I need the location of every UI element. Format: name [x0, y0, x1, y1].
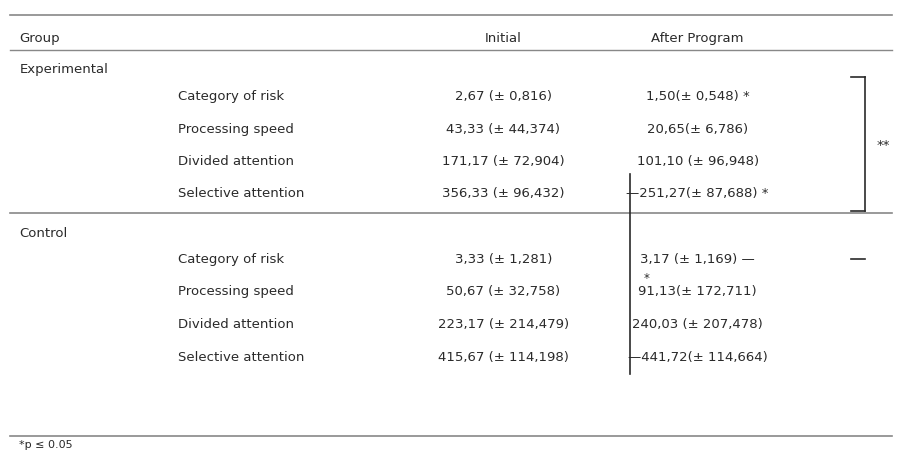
Text: *: * [643, 271, 649, 284]
Text: Processing speed: Processing speed [178, 285, 294, 298]
Text: 50,67 (± 32,758): 50,67 (± 32,758) [446, 285, 561, 298]
Text: 3,33 (± 1,281): 3,33 (± 1,281) [454, 253, 552, 266]
Text: Group: Group [19, 32, 60, 45]
Text: Divided attention: Divided attention [178, 317, 294, 330]
Text: 3,17 (± 1,169) —: 3,17 (± 1,169) — [640, 253, 755, 266]
Text: 101,10 (± 96,948): 101,10 (± 96,948) [637, 155, 758, 168]
Text: 240,03 (± 207,478): 240,03 (± 207,478) [632, 317, 763, 330]
Text: 415,67 (± 114,198): 415,67 (± 114,198) [438, 350, 569, 363]
Text: Selective attention: Selective attention [178, 350, 304, 363]
Text: Divided attention: Divided attention [178, 155, 294, 168]
Text: —441,72(± 114,664): —441,72(± 114,664) [628, 350, 767, 363]
Text: 43,33 (± 44,374): 43,33 (± 44,374) [446, 122, 561, 135]
Text: Initial: Initial [485, 32, 522, 45]
Text: 171,17 (± 72,904): 171,17 (± 72,904) [442, 155, 564, 168]
Text: 356,33 (± 96,432): 356,33 (± 96,432) [442, 187, 564, 200]
Text: Category of risk: Category of risk [178, 90, 284, 103]
Text: 223,17 (± 214,479): 223,17 (± 214,479) [438, 317, 569, 330]
Text: *p ≤ 0.05: *p ≤ 0.05 [19, 439, 73, 449]
Text: 20,65(± 6,786): 20,65(± 6,786) [647, 122, 748, 135]
Text: 91,13(± 172,711): 91,13(± 172,711) [639, 285, 757, 298]
Text: 1,50(± 0,548) *: 1,50(± 0,548) * [646, 90, 749, 103]
Text: 2,67 (± 0,816): 2,67 (± 0,816) [454, 90, 551, 103]
Text: Selective attention: Selective attention [178, 187, 304, 200]
Text: Category of risk: Category of risk [178, 253, 284, 266]
Text: —251,27(± 87,688) *: —251,27(± 87,688) * [627, 187, 769, 200]
Text: Experimental: Experimental [19, 63, 108, 75]
Text: Processing speed: Processing speed [178, 122, 294, 135]
Text: **: ** [877, 138, 890, 151]
Text: After Program: After Program [651, 32, 744, 45]
Text: Control: Control [19, 226, 68, 239]
